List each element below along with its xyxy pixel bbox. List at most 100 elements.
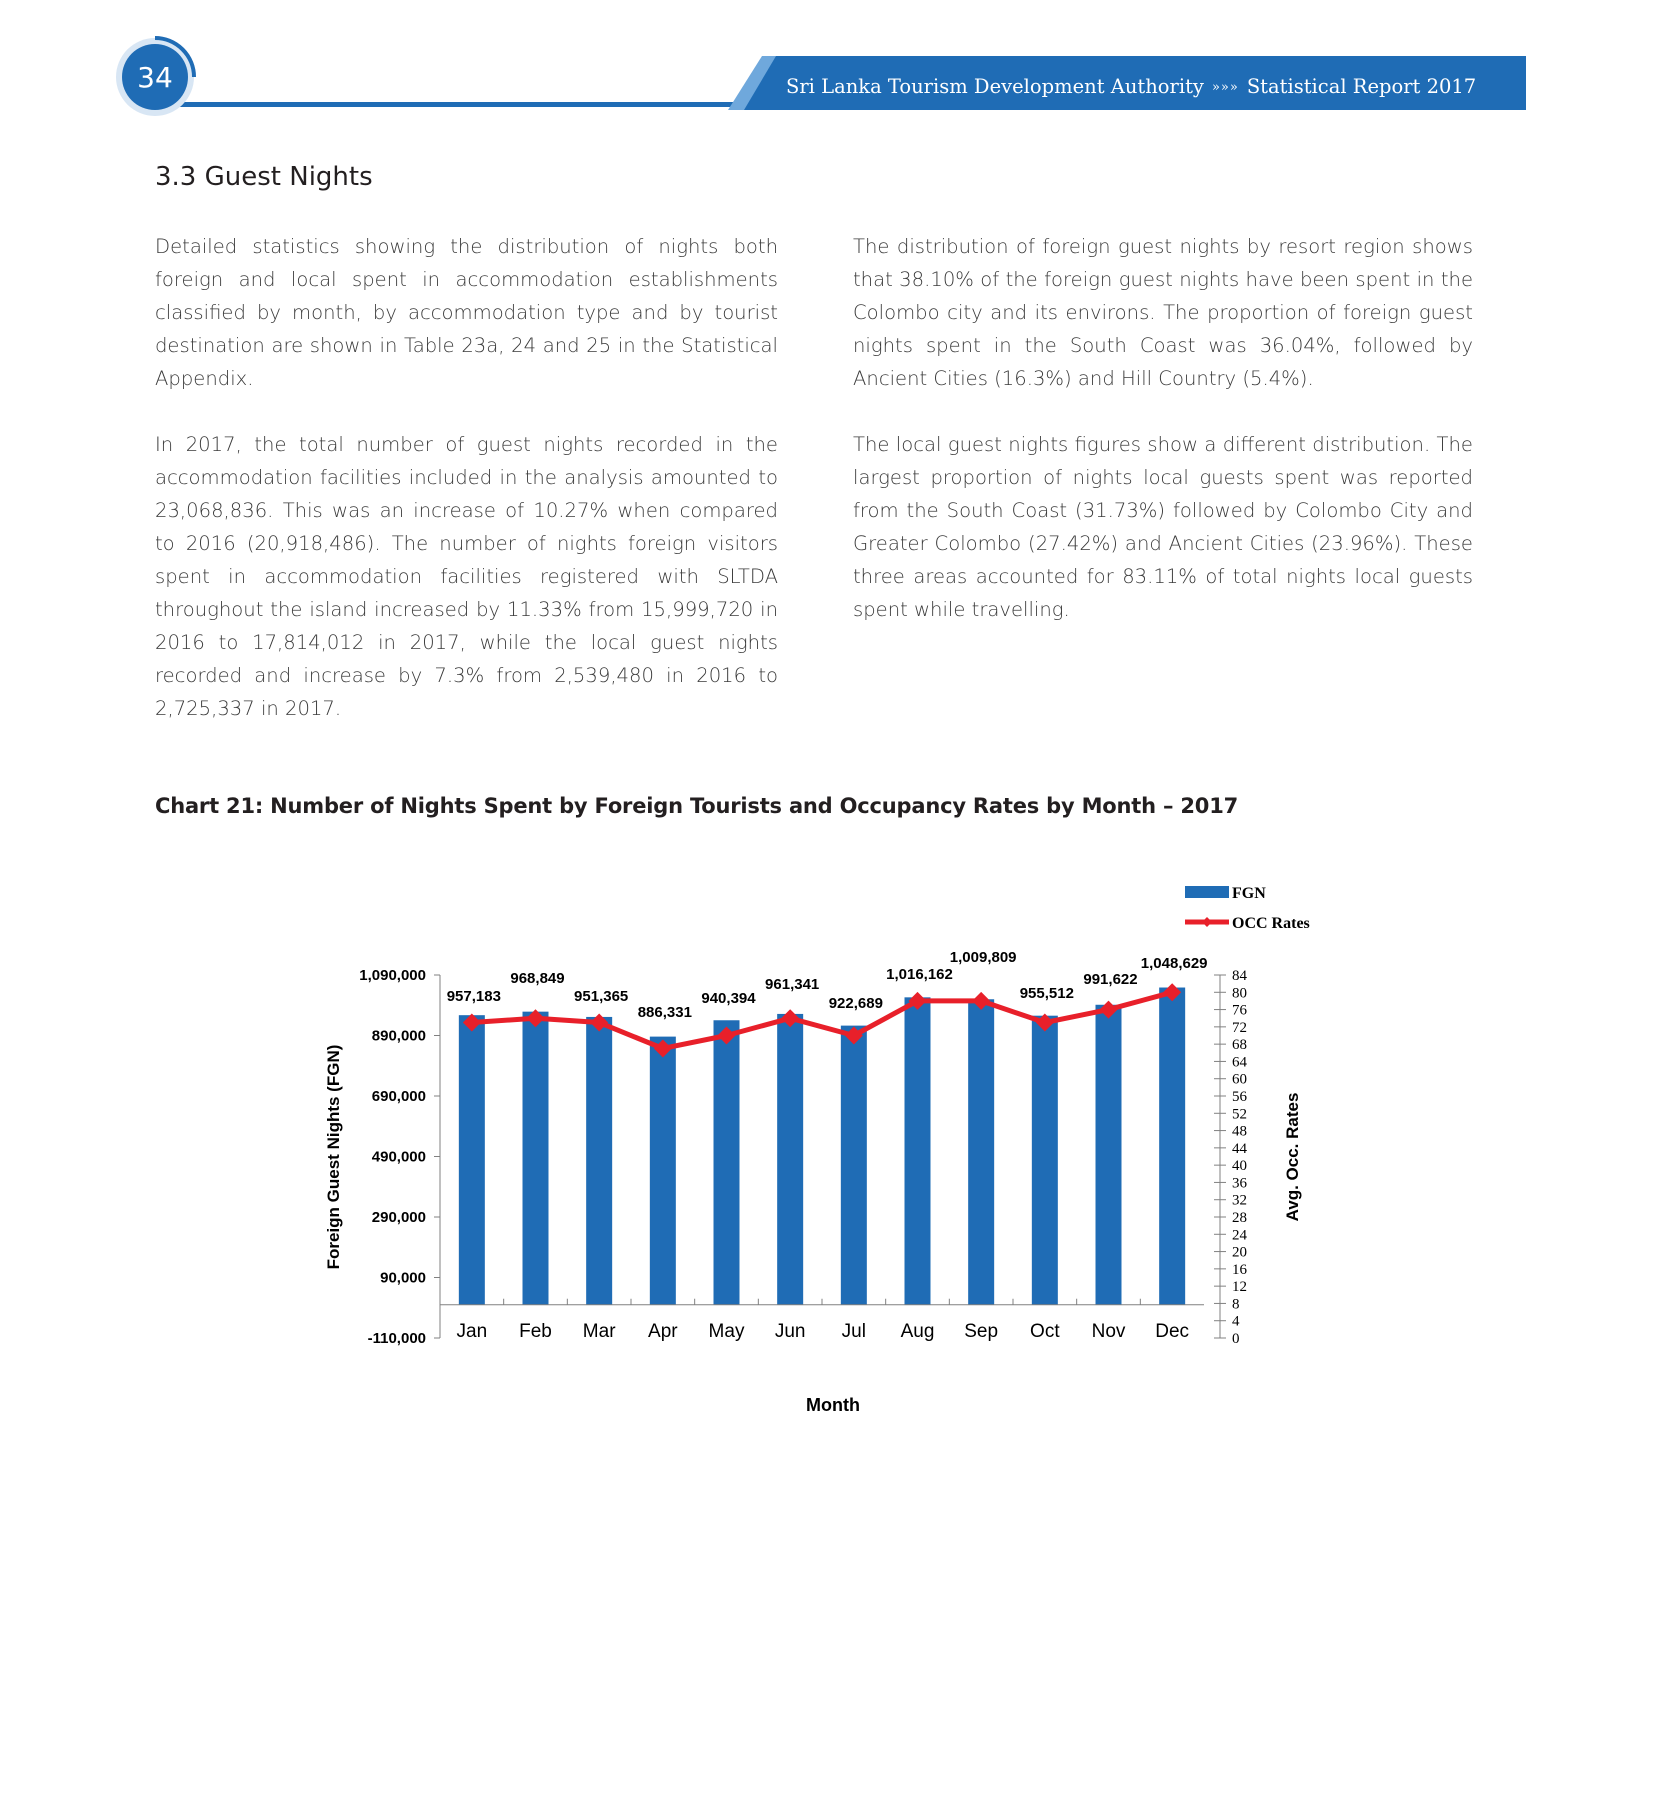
left-tick-label: 890,000 bbox=[372, 1028, 426, 1045]
occ-rate-point bbox=[717, 1026, 736, 1045]
fgn-data-label: 940,394 bbox=[701, 990, 756, 1007]
right-tick-label: 36 bbox=[1232, 1175, 1248, 1191]
occ-rate-point bbox=[844, 1026, 863, 1045]
left-tick-label: 490,000 bbox=[372, 1149, 426, 1166]
category-label: Jun bbox=[775, 1321, 806, 1342]
right-tick-label: 76 bbox=[1232, 1003, 1248, 1019]
category-label: Feb bbox=[519, 1321, 552, 1342]
left-column: Detailed statistics showing the distribu… bbox=[155, 230, 778, 758]
occ-rate-point bbox=[1035, 1013, 1054, 1032]
chart-title: Chart 21: Number of Nights Spent by Fore… bbox=[155, 794, 1239, 818]
occ-rate-point bbox=[1163, 983, 1182, 1002]
right-tick-label: 28 bbox=[1232, 1210, 1247, 1226]
legend-fgn-swatch bbox=[1185, 886, 1229, 898]
page-number-arc bbox=[154, 36, 196, 78]
fgn-data-label: 1,009,809 bbox=[950, 949, 1017, 966]
category-label: May bbox=[709, 1321, 745, 1342]
right-tick-label: 64 bbox=[1232, 1054, 1248, 1070]
header-band bbox=[744, 56, 1526, 110]
running-header: Sri Lanka Tourism Development Authority »… bbox=[786, 70, 1506, 104]
right-tick-label: 44 bbox=[1232, 1141, 1248, 1157]
fgn-bar bbox=[522, 1011, 549, 1305]
right-tick-label: 68 bbox=[1232, 1037, 1247, 1053]
category-label: Aug bbox=[901, 1321, 935, 1342]
legend-occ-marker bbox=[1202, 917, 1212, 927]
fgn-data-label: 991,622 bbox=[1083, 971, 1137, 988]
occ-rate-point bbox=[908, 991, 927, 1010]
fgn-bar bbox=[1031, 1015, 1058, 1305]
right-tick-label: 72 bbox=[1232, 1020, 1247, 1036]
category-label: Nov bbox=[1092, 1321, 1126, 1342]
fgn-bar bbox=[968, 999, 995, 1305]
header-report: Statistical Report 2017 bbox=[1246, 75, 1477, 98]
occ-rate-point bbox=[1099, 1000, 1118, 1019]
page-header bbox=[116, 36, 1526, 116]
left-paragraph-1: Detailed statistics showing the distribu… bbox=[155, 235, 778, 390]
right-tick-label: 4 bbox=[1232, 1314, 1240, 1330]
right-tick-label: 8 bbox=[1232, 1296, 1240, 1312]
occ-rate-point bbox=[972, 991, 991, 1010]
right-paragraph-2: The local guest nights figures show a di… bbox=[853, 433, 1473, 621]
fgn-data-label: 1,048,629 bbox=[1141, 955, 1208, 972]
fgn-data-label: 955,512 bbox=[1020, 985, 1074, 1002]
category-label: Apr bbox=[648, 1321, 678, 1342]
left-axis-title: Foreign Guest Nights (FGN) bbox=[324, 1045, 343, 1270]
right-tick-label: 20 bbox=[1232, 1245, 1247, 1261]
occ-rates-line bbox=[471, 989, 1173, 1051]
right-tick-label: 84 bbox=[1232, 968, 1248, 984]
fgn-bar bbox=[904, 997, 931, 1305]
fgn-data-label: 922,689 bbox=[829, 995, 883, 1012]
left-paragraph-2: In 2017, the total number of guest night… bbox=[155, 433, 778, 720]
fgn-bar bbox=[1159, 987, 1186, 1305]
right-tick-label: 24 bbox=[1232, 1227, 1248, 1243]
right-tick-label: 0 bbox=[1232, 1331, 1240, 1347]
right-tick-label: 48 bbox=[1232, 1124, 1247, 1140]
header-separator: »»» bbox=[1211, 80, 1239, 95]
fgn-bar bbox=[458, 1015, 485, 1305]
page-number-circle bbox=[122, 44, 188, 110]
right-axis-title: Avg. Occ. Rates bbox=[1283, 1093, 1302, 1222]
occ-rate-point bbox=[462, 1013, 481, 1032]
occ-rate-point bbox=[653, 1039, 672, 1058]
legend-fgn-label: FGN bbox=[1232, 885, 1266, 902]
occ-rate-point bbox=[781, 1009, 800, 1028]
right-tick-label: 40 bbox=[1232, 1158, 1247, 1174]
left-tick-label: 90,000 bbox=[380, 1270, 426, 1287]
fgn-data-label: 957,183 bbox=[447, 988, 501, 1005]
left-tick-label: -110,000 bbox=[368, 1330, 426, 1347]
fgn-data-label: 1,016,162 bbox=[886, 966, 953, 983]
right-paragraph-1: The distribution of foreign guest nights… bbox=[853, 235, 1473, 390]
fgn-bar bbox=[777, 1013, 804, 1305]
right-tick-label: 80 bbox=[1232, 985, 1247, 1001]
right-tick-label: 12 bbox=[1232, 1279, 1247, 1295]
fgn-bar bbox=[713, 1020, 740, 1305]
fgn-bar bbox=[1095, 1004, 1122, 1305]
category-label: Jan bbox=[457, 1321, 488, 1342]
right-tick-label: 52 bbox=[1232, 1106, 1247, 1122]
category-label: Jul bbox=[842, 1321, 866, 1342]
fgn-data-label: 961,341 bbox=[765, 976, 819, 993]
x-axis-title: Month bbox=[806, 1395, 860, 1415]
page-number: 34 bbox=[137, 61, 173, 94]
category-label: Mar bbox=[583, 1321, 616, 1342]
section-title: 3.3 Guest Nights bbox=[155, 162, 373, 192]
right-tick-label: 16 bbox=[1232, 1262, 1248, 1278]
category-label: Oct bbox=[1030, 1321, 1060, 1342]
occ-rate-point bbox=[526, 1009, 545, 1028]
left-tick-label: 290,000 bbox=[372, 1209, 426, 1226]
header-rule bbox=[166, 102, 746, 107]
fgn-data-label: 951,365 bbox=[574, 988, 628, 1005]
fgn-bar bbox=[649, 1036, 676, 1305]
right-tick-label: 60 bbox=[1232, 1072, 1247, 1088]
header-organization: Sri Lanka Tourism Development Authority bbox=[786, 75, 1204, 98]
occ-rate-point bbox=[590, 1013, 609, 1032]
category-label: Dec bbox=[1155, 1321, 1189, 1342]
fgn-bar bbox=[840, 1025, 867, 1305]
right-tick-label: 32 bbox=[1232, 1193, 1247, 1209]
fgn-data-label: 886,331 bbox=[638, 1004, 692, 1021]
left-tick-label: 1,090,000 bbox=[359, 967, 426, 984]
left-tick-label: 690,000 bbox=[372, 1088, 426, 1105]
legend-occ-label: OCC Rates bbox=[1232, 915, 1310, 932]
right-tick-label: 56 bbox=[1232, 1089, 1248, 1105]
fgn-data-label: 968,849 bbox=[510, 970, 564, 987]
